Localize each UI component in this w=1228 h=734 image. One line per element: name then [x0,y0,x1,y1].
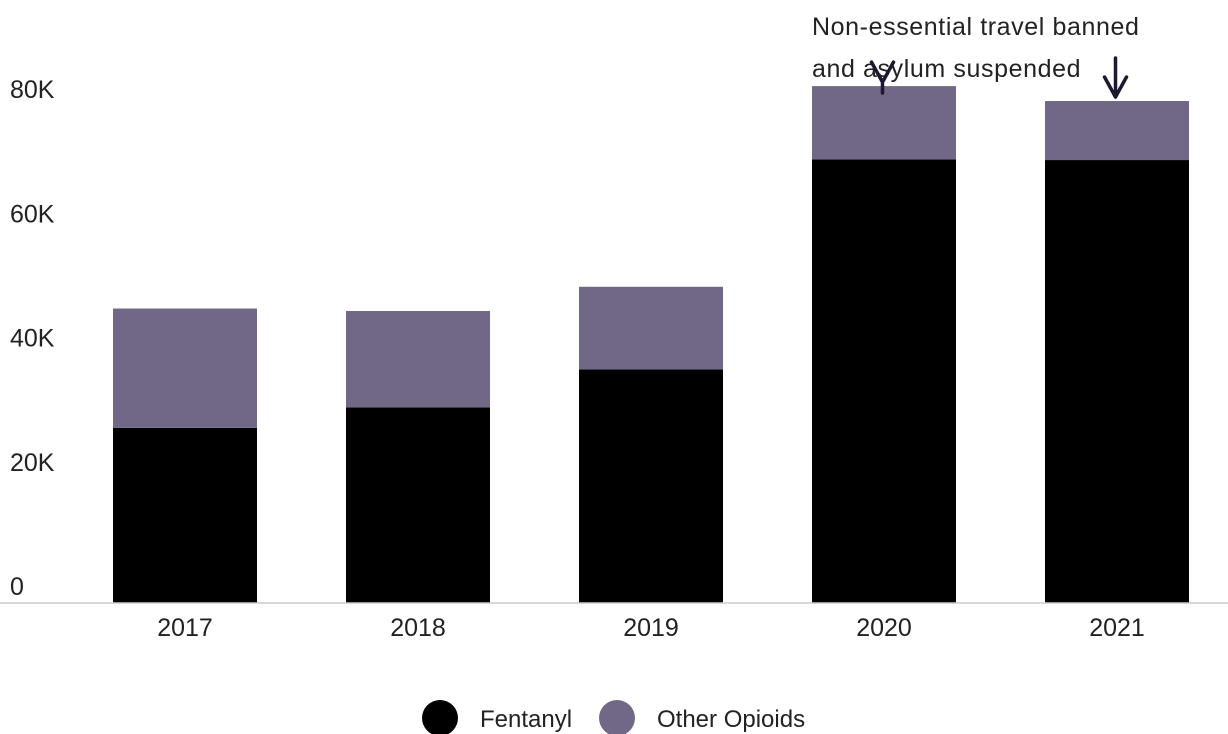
legend-label-fentanyl: Fentanyl [480,706,572,733]
y-axis: 0 20K 40K 60K 80K [10,76,55,601]
legend-swatch-fentanyl [422,700,458,734]
legend: Fentanyl Other Opioids [422,700,805,734]
bar-other-opioids-2019 [579,286,723,370]
y-tick-label: 40K [10,325,55,353]
bar-fentanyl-2017 [113,427,257,603]
x-tick-label-2018: 2018 [390,614,446,642]
legend-label-other-opioids: Other Opioids [657,706,805,733]
x-tick-label-2021: 2021 [1089,614,1145,642]
x-axis: 2017 2018 2019 2020 2021 [157,614,1145,642]
y-tick-label: 20K [10,449,55,477]
annotation-line-1: Non-essential travel banned [812,13,1140,41]
bar-fentanyl-2021 [1045,160,1189,603]
x-tick-label-2020: 2020 [856,614,912,642]
annotation: Non-essential travel banned and asylum s… [812,13,1140,99]
annotation-arrow-2021 [1102,56,1129,99]
bar-other-opioids-2020 [812,86,956,160]
y-tick-label: 0 [10,573,24,601]
y-tick-label: 60K [10,200,55,228]
bar-fentanyl-2018 [346,407,490,603]
bar-other-opioids-2017 [113,308,257,428]
legend-swatch-other-opioids [599,700,635,734]
bar-other-opioids-2018 [346,311,490,408]
annotation-line-2: and asylum suspended [812,55,1081,83]
x-tick-label-2017: 2017 [157,614,213,642]
y-tick-label: 80K [10,76,55,104]
x-tick-label-2019: 2019 [623,614,679,642]
bar-fentanyl-2020 [812,159,956,604]
bar-other-opioids-2021 [1045,101,1189,161]
bars [113,86,1189,604]
annotation-arrow-2020 [869,60,896,95]
bar-fentanyl-2019 [579,369,723,603]
